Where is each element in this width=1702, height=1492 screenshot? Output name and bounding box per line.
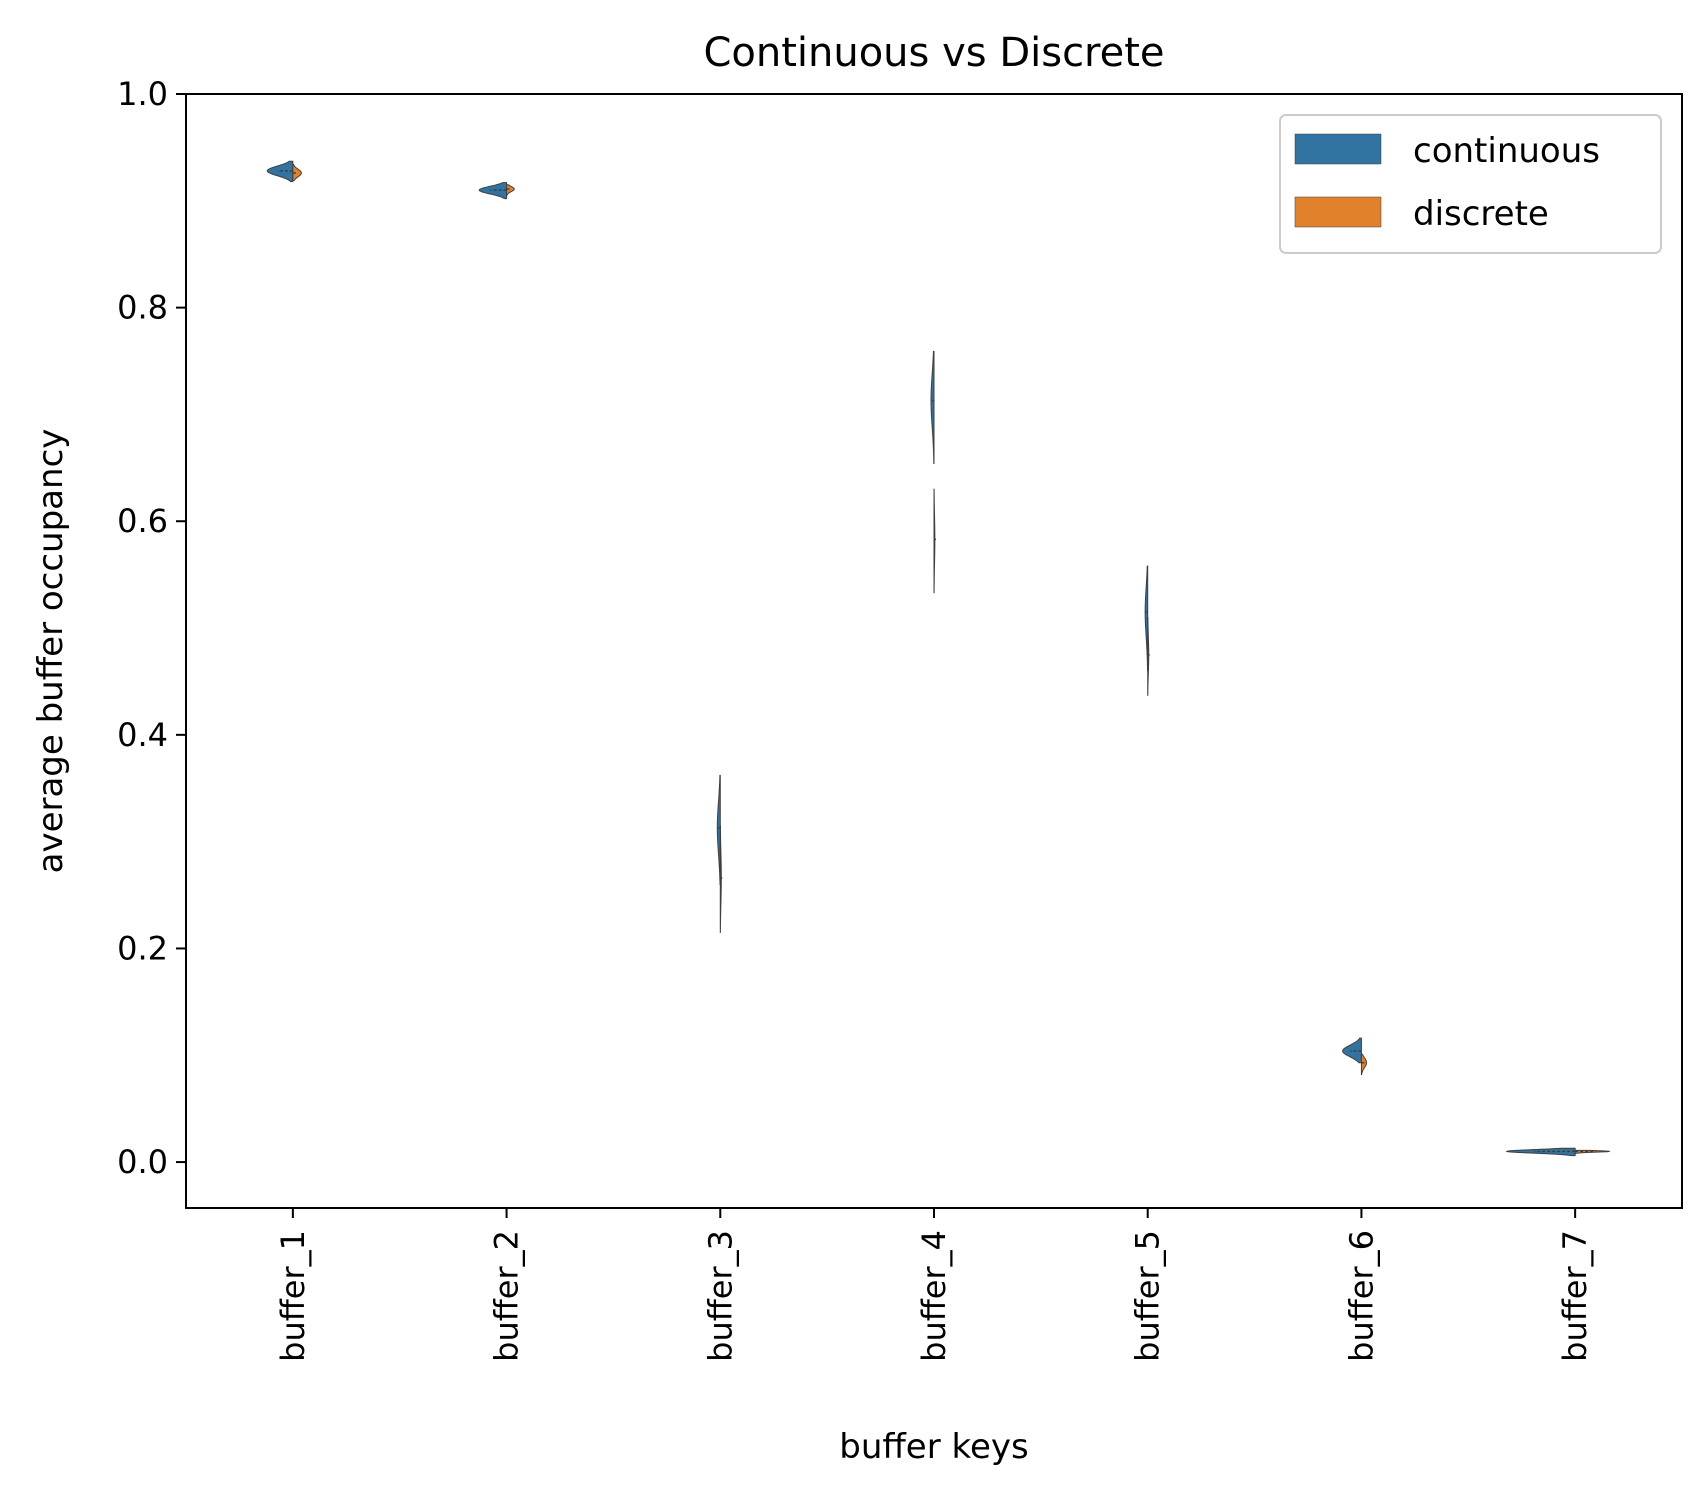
legend-swatch-discrete bbox=[1294, 196, 1382, 228]
y-tick-label: 0.8 bbox=[117, 289, 168, 327]
y-tick-label: 0.0 bbox=[117, 1143, 168, 1181]
y-axis-title: average buffer occupancy bbox=[31, 429, 71, 874]
x-tick-label-buffer_6: buffer_6 bbox=[1342, 1230, 1380, 1362]
violin-continuous-buffer_2 bbox=[478, 182, 508, 200]
violin-continuous-buffer_4 bbox=[930, 350, 935, 465]
y-tick-label: 0.2 bbox=[117, 929, 168, 967]
violin-continuous-buffer_7 bbox=[1505, 1147, 1576, 1157]
x-tick-label-buffer_5: buffer_5 bbox=[1129, 1230, 1167, 1362]
y-axis: 0.0 0.2 0.4 0.6 0.8 1.0 bbox=[117, 75, 186, 1181]
y-tick-label: 0.4 bbox=[117, 716, 168, 754]
legend: continuous discrete bbox=[1279, 114, 1662, 254]
x-tick-label-buffer_4: buffer_4 bbox=[915, 1230, 953, 1362]
violin-continuous-buffer_3 bbox=[716, 774, 721, 885]
legend-label-discrete: discrete bbox=[1413, 194, 1549, 234]
legend-label-continuous: continuous bbox=[1413, 131, 1600, 171]
chart-title: Continuous vs Discrete bbox=[703, 30, 1164, 76]
y-tick-label: 0.6 bbox=[117, 502, 168, 540]
x-tick-label-buffer_3: buffer_3 bbox=[701, 1230, 739, 1362]
violin-discrete-buffer_3 bbox=[719, 825, 722, 933]
y-tick-label: 1.0 bbox=[117, 75, 168, 113]
violin-discrete-buffer_5 bbox=[1147, 616, 1150, 696]
x-axis: buffer_1 buffer_2 buffer_3 buffer_4 buffer_5… bbox=[274, 1208, 1594, 1362]
violin-discrete-buffer_6 bbox=[1360, 1053, 1368, 1075]
x-tick-label-buffer_1: buffer_1 bbox=[274, 1230, 312, 1362]
violin-discrete-buffer_2 bbox=[506, 184, 515, 196]
legend-swatch-continuous bbox=[1294, 133, 1382, 165]
x-tick-label-buffer_2: buffer_2 bbox=[488, 1230, 526, 1362]
x-axis-title: buffer keys bbox=[839, 1427, 1029, 1467]
violin-continuous-buffer_5 bbox=[1144, 565, 1149, 672]
violin-layer bbox=[266, 160, 1611, 1157]
violin-continuous-buffer_6 bbox=[1342, 1037, 1362, 1064]
violin-discrete-buffer_4 bbox=[933, 488, 936, 594]
x-tick-label-buffer_7: buffer_7 bbox=[1556, 1230, 1594, 1362]
violin-discrete-buffer_1 bbox=[292, 163, 302, 182]
plot-frame bbox=[185, 93, 1683, 1209]
